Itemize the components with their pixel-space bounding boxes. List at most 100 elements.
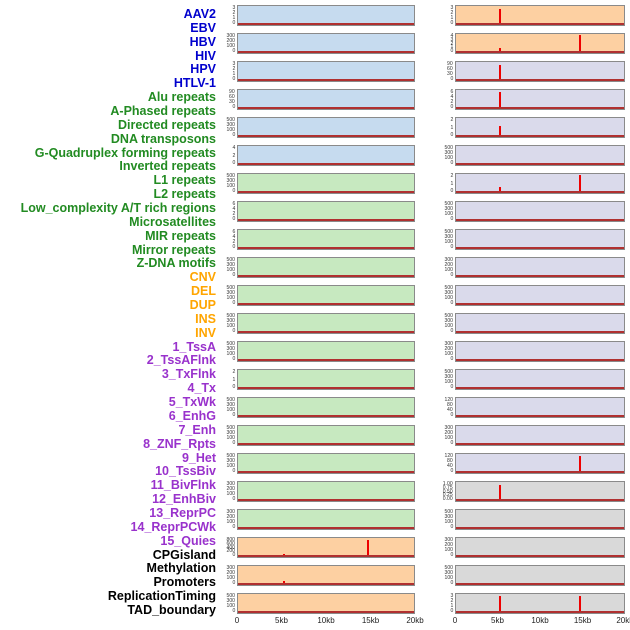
y-axis-tick: 2 [232, 239, 235, 245]
y-axis-tick-labels: 300 200 100 0 [436, 257, 453, 278]
y-axis-tick-labels: 300 200 100 0 [436, 341, 453, 362]
feature-track-inv [455, 33, 625, 54]
y-axis-tick: 0 [232, 328, 235, 334]
signal-baseline [238, 275, 414, 277]
y-axis-tick: 100 [226, 295, 235, 301]
feature-track-6_enhg [455, 201, 625, 222]
signal-baseline [238, 79, 414, 81]
y-axis-tick-labels: 500 300 100 0 [218, 593, 235, 614]
feature-panel-row: 300 200 100 0 [444, 257, 625, 278]
y-axis-tick: 4 [450, 94, 453, 100]
feature-label-3_txflnk: 3_TxFlnk [161, 367, 216, 382]
y-axis-tick: 300 [226, 598, 235, 604]
y-axis-tick: 0 [232, 496, 235, 502]
y-axis-tick: 100 [444, 547, 453, 553]
y-axis-tick: 6 [232, 229, 235, 235]
y-axis-tick: 0 [232, 272, 235, 278]
feature-label-directed-repeats: Directed repeats [118, 117, 216, 132]
feature-label-htlv-1: HTLV-1 [173, 76, 216, 91]
y-axis-tick: 2 [450, 173, 453, 179]
y-axis-tick: 120 [444, 397, 453, 403]
y-axis-tick: 100 [226, 127, 235, 133]
x-axis-tick: 15kb [361, 616, 380, 625]
feature-track-g-quadruplex-forming-repeats [237, 285, 415, 306]
feature-label-9_het: 9_Het [181, 450, 216, 465]
y-axis-tick: 0.75 [443, 485, 453, 491]
y-axis-tick: 300 [226, 290, 235, 296]
feature-label-2_tssaflnk: 2_TssAFlnk [146, 353, 216, 368]
y-axis-tick-labels: 500 300 100 0 [436, 229, 453, 250]
y-axis-tick: 1 [450, 124, 453, 131]
x-axis-tick: 0 [452, 616, 458, 625]
feature-track-dna-transposons [237, 257, 415, 278]
feature-panel-row: 500 300 100 0 [226, 593, 415, 614]
y-axis-tick: 100 [226, 407, 235, 413]
feature-label-8_znf_rpts: 8_ZNF_Rpts [143, 436, 216, 451]
y-axis-tick: 0 [450, 216, 453, 222]
feature-track-mirror-repeats [237, 481, 415, 502]
y-axis-tick: 800 [226, 537, 235, 543]
signal-baseline [456, 303, 624, 305]
feature-track-3_txflnk [455, 117, 625, 138]
signal-baseline [238, 555, 414, 557]
enrichment-spike [498, 595, 501, 612]
signal-baseline [238, 471, 414, 473]
y-axis-tick-labels: 300 200 100 0 [218, 33, 235, 54]
feature-label-5_txwk: 5_TxWk [168, 395, 216, 410]
feature-panel-row: 500 300 100 0 [226, 397, 415, 418]
feature-track-10_tssbiv [455, 313, 625, 334]
feature-label-microsatellites: Microsatellites [129, 214, 216, 229]
y-axis-tick: 3 [232, 61, 235, 67]
y-axis-tick: 100 [444, 211, 453, 217]
feature-label-z-dna-motifs: Z-DNA motifs [136, 256, 216, 271]
y-axis-tick: 6 [450, 89, 453, 95]
feature-label-l2-repeats: L2 repeats [153, 187, 216, 202]
y-axis-tick: 300 [444, 341, 453, 347]
y-axis-tick: 2 [232, 369, 235, 375]
y-axis-tick: 1 [450, 180, 453, 187]
y-axis-tick: 0.00 [443, 496, 453, 502]
signal-baseline [456, 415, 624, 417]
y-axis-tick: 300 [444, 318, 453, 324]
y-axis-tick: 500 [226, 593, 235, 599]
feature-panel-row: 300 200 100 0 [444, 537, 625, 558]
feature-track-replicationtiming [455, 565, 625, 586]
y-axis-tick: 100 [444, 155, 453, 161]
y-axis-tick-labels: 500 300 100 0 [218, 285, 235, 306]
y-axis-tick: 1 [450, 15, 453, 21]
y-axis-tick: 2 [232, 66, 235, 72]
enrichment-spike [282, 580, 285, 584]
y-axis-tick: 90 [447, 61, 453, 67]
feature-track-l2-repeats [237, 369, 415, 390]
feature-label-4_tx: 4_Tx [187, 381, 217, 396]
y-axis-tick: 500 [226, 313, 235, 319]
y-axis-tick: 300 [444, 514, 453, 520]
feature-track-13_reprpc [455, 397, 625, 418]
y-axis-tick: 6 [232, 201, 235, 207]
x-axis-tick: 10kb [531, 616, 549, 625]
feature-track-hbv [237, 61, 415, 82]
feature-panel-row: 500 300 100 0 [226, 257, 415, 278]
signal-baseline [456, 527, 624, 529]
feature-panel-row: 500 300 100 0 [444, 313, 625, 334]
y-axis-tick: 100 [444, 435, 453, 441]
y-axis-tick: 100 [444, 379, 453, 385]
y-axis-tick: 0.25 [443, 492, 453, 498]
y-axis-tick-labels: 300 200 100 0 [218, 509, 235, 530]
enrichment-spike [579, 174, 582, 192]
y-axis-tick-labels: 500 300 100 0 [218, 425, 235, 446]
y-axis-tick: 300 [444, 374, 453, 380]
y-axis-tick: 0 [232, 524, 235, 530]
y-axis-tick: 0 [450, 412, 453, 418]
y-axis-tick: 0 [450, 48, 453, 54]
y-axis-tick: 100 [444, 267, 453, 273]
signal-baseline [456, 79, 624, 81]
y-axis-tick-labels: 500 300 100 0 [436, 145, 453, 166]
